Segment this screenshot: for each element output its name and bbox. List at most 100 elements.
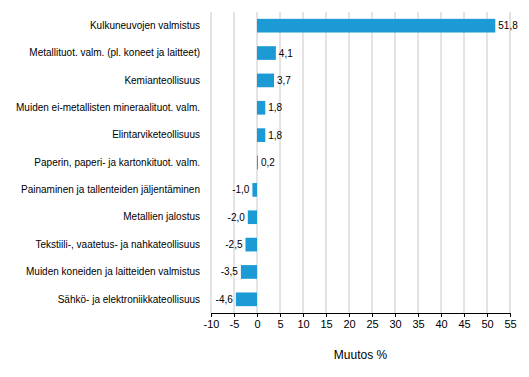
tick-mark	[418, 313, 419, 317]
category-label: Paperin, paperi- ja kartonkituot. valm.	[34, 157, 200, 168]
tick: 25	[366, 313, 378, 330]
category-label: Sähkö- ja elektroniikkateollisuus	[58, 294, 200, 305]
tick-label: 40	[435, 318, 447, 330]
bar	[257, 101, 265, 115]
tick: Sähkö- ja elektroniikkateollisuus	[58, 294, 211, 305]
data-label: 3,7	[277, 75, 291, 86]
grid-line	[326, 12, 327, 313]
tick-mark	[441, 313, 442, 317]
grid-line	[395, 12, 396, 313]
tick-label: 15	[320, 318, 332, 330]
tick: 55	[504, 313, 516, 330]
data-label: 4,1	[279, 48, 293, 59]
tick: Painaminen ja tallenteiden jäljentäminen	[21, 184, 211, 195]
y-axis: Kulkuneuvojen valmistus Metallituot. valm…	[16, 20, 211, 305]
tick-label: -5	[230, 318, 240, 330]
data-label: 1,8	[268, 102, 282, 113]
grid-line	[349, 12, 350, 313]
tick-mark	[303, 313, 304, 317]
data-label: 51,8	[498, 20, 518, 31]
tick-mark	[395, 313, 396, 317]
category-label: Tekstiili-, vaatetus- ja nahkateollisuus	[35, 239, 200, 250]
tick-label: 5	[277, 318, 283, 330]
tick-mark	[349, 313, 350, 317]
tick: Muiden koneiden ja laitteiden valmistus	[26, 266, 211, 277]
tick: -10	[204, 313, 220, 330]
tick: 15	[320, 313, 332, 330]
category-label: Metallituot. valm. (pl. koneet ja laitte…	[29, 47, 200, 58]
tick-mark	[464, 313, 465, 317]
grid-line	[211, 12, 212, 313]
bar	[252, 183, 257, 197]
grid-line	[418, 12, 419, 313]
tick: Metallituot. valm. (pl. koneet ja laitte…	[29, 47, 211, 58]
data-label: 0,2	[261, 157, 275, 168]
category-label: Kemianteollisuus	[124, 75, 200, 86]
grid-line	[487, 12, 488, 313]
data-label: -1,0	[232, 184, 250, 195]
grid-line	[464, 12, 465, 313]
grid-line	[372, 12, 373, 313]
tick-label: 0	[254, 318, 260, 330]
bar	[257, 156, 259, 170]
data-label: -2,5	[225, 239, 243, 250]
tick-mark	[234, 313, 235, 317]
tick-mark	[326, 313, 327, 317]
plot: -10 -5 0 5 10 15 20 25 30 35 40 45 50 55 Kulkuneuvojen…	[16, 12, 518, 330]
tick-label: 25	[366, 318, 378, 330]
tick: 45	[458, 313, 470, 330]
data-label: -2,0	[228, 212, 246, 223]
grid	[211, 12, 510, 313]
category-label: Kulkuneuvojen valmistus	[90, 20, 200, 31]
bar	[257, 74, 274, 88]
tick-label: 35	[412, 318, 424, 330]
tick: 20	[343, 313, 355, 330]
tick: Metallien jalostus	[123, 211, 211, 222]
category-label: Muiden ei-metallisten mineraalituot. val…	[16, 102, 200, 113]
grid-line	[303, 12, 304, 313]
tick: 40	[435, 313, 447, 330]
tick-label: 50	[481, 318, 493, 330]
category-label: Muiden koneiden ja laitteiden valmistus	[26, 266, 200, 277]
tick: Tekstiili-, vaatetus- ja nahkateollisuus	[35, 239, 211, 250]
data-label: 1,8	[268, 130, 282, 141]
category-label: Elintarviketeollisuus	[112, 129, 200, 140]
category-label: Painaminen ja tallenteiden jäljentäminen	[21, 184, 200, 195]
tick: Muiden ei-metallisten mineraalituot. val…	[16, 102, 211, 113]
tick: 35	[412, 313, 424, 330]
x-axis-title: Muutos %	[334, 348, 388, 362]
tick-label: 20	[343, 318, 355, 330]
tick-mark	[257, 313, 258, 317]
bar	[236, 292, 257, 306]
data-labels: 51,8 4,1 3,7 1,8 1,8 0,2 -1,0 -2,0 -2,5 -3,5 -4,6	[216, 20, 519, 305]
data-label: -3,5	[221, 266, 239, 277]
bar	[257, 46, 276, 60]
tick-mark	[487, 313, 488, 317]
tick-mark	[510, 313, 511, 317]
tick: -5	[230, 313, 240, 330]
tick-mark	[372, 313, 373, 317]
tick-mark	[211, 313, 212, 317]
tick: Kemianteollisuus	[124, 75, 211, 86]
category-label: Metallien jalostus	[123, 211, 200, 222]
tick: Elintarviketeollisuus	[112, 129, 211, 140]
tick-label: 10	[297, 318, 309, 330]
grid-line	[441, 12, 442, 313]
x-axis: -10 -5 0 5 10 15 20 25 30 35 40 45 50 55	[204, 313, 517, 330]
tick: 10	[297, 313, 309, 330]
tick: Kulkuneuvojen valmistus	[90, 20, 211, 31]
bars	[236, 19, 495, 306]
bar	[257, 128, 265, 142]
chart: -10 -5 0 5 10 15 20 25 30 35 40 45 50 55 Kulkuneuvojen…	[0, 0, 529, 377]
tick-label: -10	[204, 318, 220, 330]
tick: Paperin, paperi- ja kartonkituot. valm.	[34, 157, 211, 168]
tick-label: 30	[389, 318, 401, 330]
tick: 30	[389, 313, 401, 330]
tick-label: 45	[458, 318, 470, 330]
tick-label: 55	[504, 318, 516, 330]
data-label: -4,6	[216, 294, 234, 305]
bar	[248, 210, 257, 224]
tick: 5	[277, 313, 283, 330]
tick-mark	[280, 313, 281, 317]
bar	[257, 19, 495, 33]
